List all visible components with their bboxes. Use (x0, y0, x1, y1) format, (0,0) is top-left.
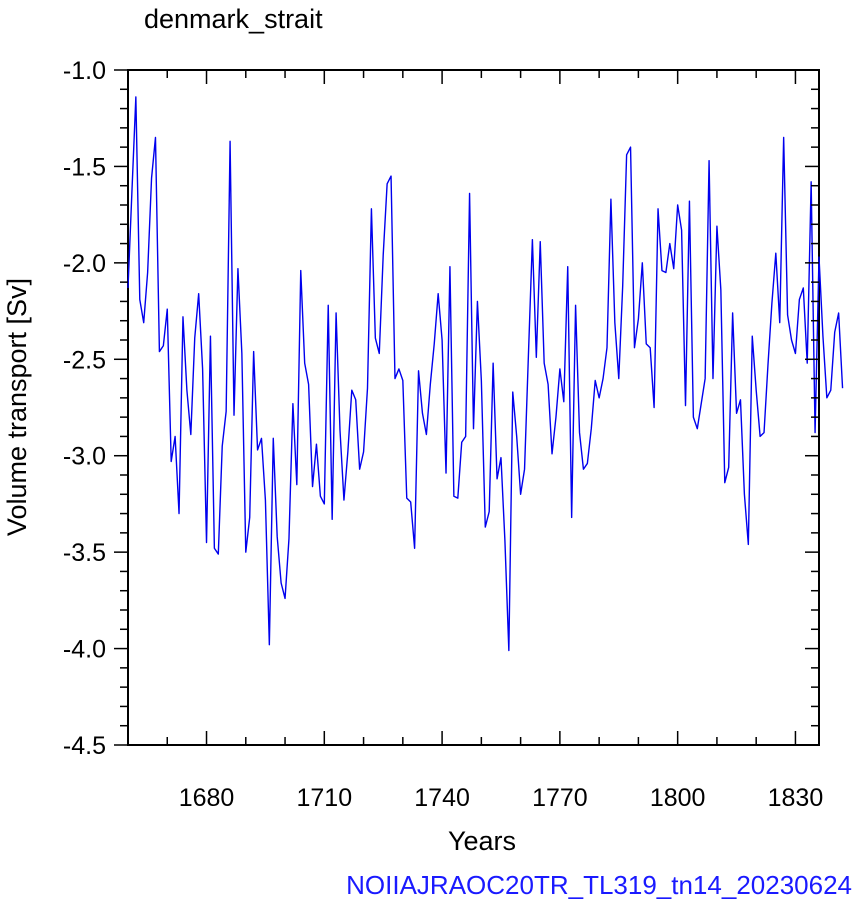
x-axis-label: Years (448, 826, 516, 856)
y-tick-label: -4.5 (63, 732, 106, 760)
plot-frame (127, 69, 820, 746)
run-id-label: NOIIAJRAOC20TR_TL319_tn14_20230624 (346, 870, 852, 900)
y-tick-label: -4.0 (63, 636, 106, 664)
x-tick-label: 1680 (179, 784, 235, 812)
x-tick-label: 1800 (650, 784, 706, 812)
y-tick-label: -3.5 (63, 539, 106, 567)
y-tick-label: -2.5 (63, 346, 106, 374)
chart-title: denmark_strait (144, 4, 323, 34)
y-tick-label: -2.0 (63, 250, 106, 278)
y-tick-label: -1.5 (63, 153, 106, 181)
x-tick-label: 1710 (296, 784, 352, 812)
series-line (127, 96, 844, 652)
x-tick-label: 1830 (768, 784, 824, 812)
x-tick-label: 1740 (414, 784, 470, 812)
x-tick-label: 1770 (532, 784, 588, 812)
y-axis-label: Volume transport [Sv] (2, 278, 32, 536)
x-axis: 1680 1710 1740 1770 1800 1830 (166, 70, 824, 812)
y-tick-label: -3.0 (63, 443, 106, 471)
plot-area (127, 69, 844, 746)
y-tick-label: -1.0 (63, 57, 106, 85)
y-axis: -1.0 -1.5 -2.0 -2.5 -3.0 -3.5 -4.0 -4.5 (63, 57, 819, 760)
